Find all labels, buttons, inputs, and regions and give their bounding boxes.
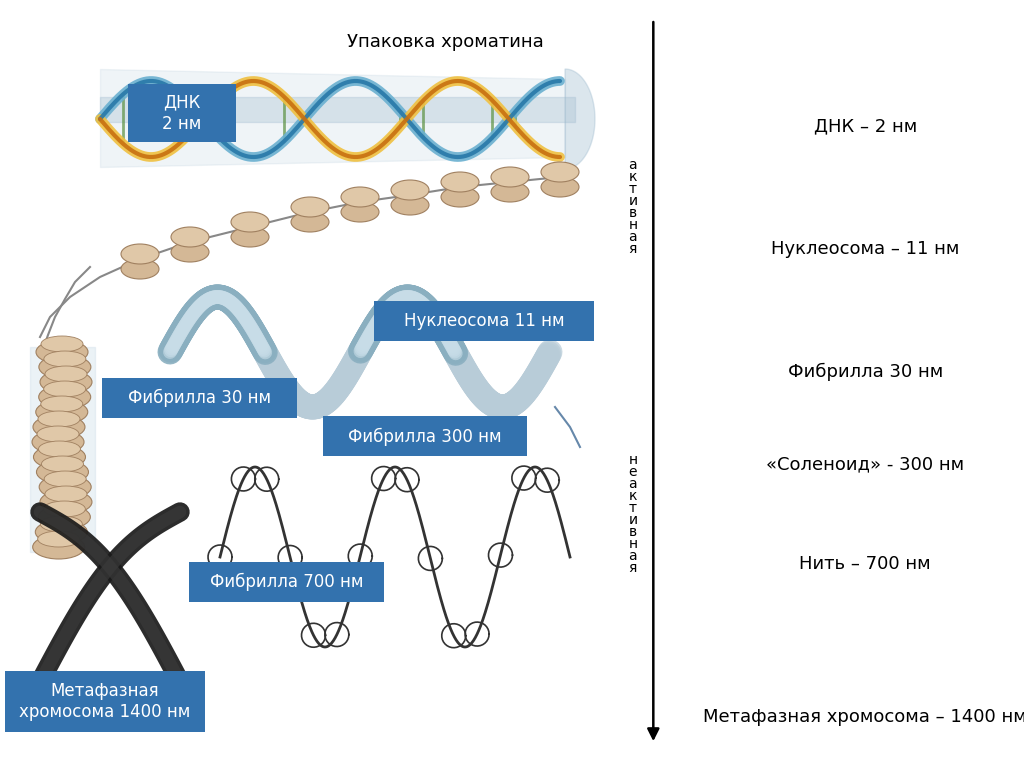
Ellipse shape [34,445,85,469]
Text: Нить – 700 нм: Нить – 700 нм [800,555,931,573]
Ellipse shape [171,242,209,262]
Ellipse shape [39,441,81,457]
Ellipse shape [490,182,529,202]
Ellipse shape [45,486,87,502]
FancyBboxPatch shape [323,416,527,456]
Ellipse shape [44,351,86,367]
Ellipse shape [391,195,429,215]
Ellipse shape [38,531,80,547]
Ellipse shape [490,167,529,187]
Ellipse shape [36,400,88,424]
Text: Фибрилла 300 нм: Фибрилла 300 нм [348,427,502,446]
FancyBboxPatch shape [128,84,236,142]
Ellipse shape [41,336,83,352]
Ellipse shape [40,370,92,394]
FancyBboxPatch shape [5,671,205,732]
Text: ДНК
2 нм: ДНК 2 нм [162,94,202,133]
Text: а
к
т
и
в
н
а
я: а к т и в н а я [629,158,637,256]
FancyBboxPatch shape [189,562,384,602]
Ellipse shape [441,172,479,192]
Ellipse shape [41,456,84,472]
Ellipse shape [121,259,159,279]
Text: ДНК – 2 нм: ДНК – 2 нм [814,117,916,136]
FancyBboxPatch shape [102,378,297,418]
Ellipse shape [441,187,479,207]
Ellipse shape [37,460,88,484]
Text: Метафазная хромосома – 1400 нм: Метафазная хромосома – 1400 нм [703,708,1024,726]
Ellipse shape [38,505,90,529]
Ellipse shape [32,430,84,454]
FancyBboxPatch shape [374,301,594,341]
Ellipse shape [40,490,92,514]
Ellipse shape [171,227,209,247]
Ellipse shape [36,340,88,364]
Ellipse shape [37,426,79,442]
Ellipse shape [44,381,86,397]
Ellipse shape [40,516,82,532]
Ellipse shape [541,162,579,182]
Ellipse shape [38,411,80,427]
Text: н
е
а
к
т
и
в
н
а
я: н е а к т и в н а я [629,453,637,575]
Ellipse shape [39,475,91,499]
Ellipse shape [231,227,269,247]
Text: «Соленоид» - 300 нм: «Соленоид» - 300 нм [766,455,965,473]
Ellipse shape [291,197,329,217]
Ellipse shape [341,187,379,207]
Text: Упаковка хроматина: Упаковка хроматина [347,33,544,51]
Ellipse shape [43,501,85,517]
Ellipse shape [341,202,379,222]
Ellipse shape [391,180,429,200]
Text: Фибрилла 30 нм: Фибрилла 30 нм [787,363,943,381]
Ellipse shape [231,212,269,232]
Text: Фибрилла 30 нм: Фибрилла 30 нм [128,389,271,407]
Ellipse shape [121,244,159,264]
Text: Нуклеосома 11 нм: Нуклеосома 11 нм [403,312,564,331]
Polygon shape [565,69,595,169]
Ellipse shape [45,366,87,382]
Text: Фибрилла 700 нм: Фибрилла 700 нм [210,573,364,591]
Ellipse shape [39,385,91,409]
Text: Метафазная
хромосома 1400 нм: Метафазная хромосома 1400 нм [19,683,190,721]
Ellipse shape [39,355,91,379]
Ellipse shape [41,396,83,412]
Ellipse shape [35,520,87,544]
Ellipse shape [291,212,329,232]
Ellipse shape [33,415,85,439]
Ellipse shape [44,471,86,487]
Ellipse shape [541,177,579,197]
Text: Нуклеосома – 11 нм: Нуклеосома – 11 нм [771,240,959,258]
Ellipse shape [33,535,85,559]
